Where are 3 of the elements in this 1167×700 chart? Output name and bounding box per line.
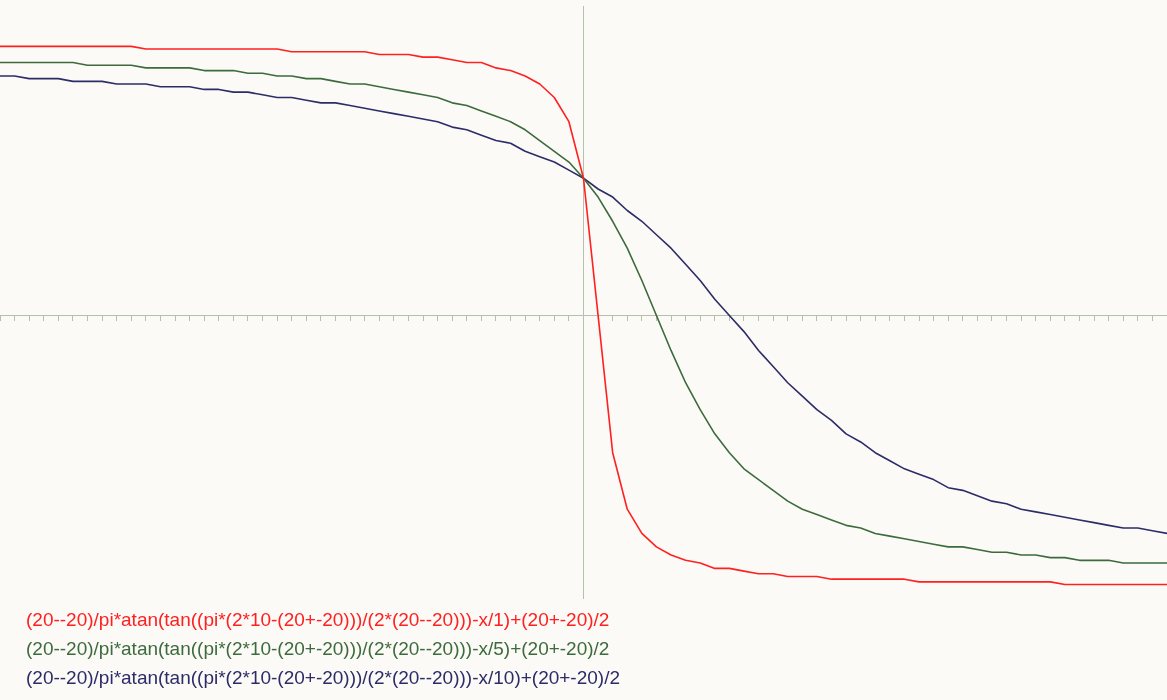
text: (20--20)/pi*atan(tan((pi*(2*10-(20+-20)))/(2*(20--20)))-x/5)+(20+-20)/2 <box>26 637 611 661</box>
text: (20--20)/pi*atan(tan((pi*(2*10-(20+-20)))/(2*(20--20)))-x/10)+(20+-20)/2 <box>26 666 620 690</box>
text: (20--20)/pi*atan(tan((pi*(2*10-(20+-20)))/(2*(20--20)))-x/1)+(20+-20)/2 <box>26 608 611 632</box>
